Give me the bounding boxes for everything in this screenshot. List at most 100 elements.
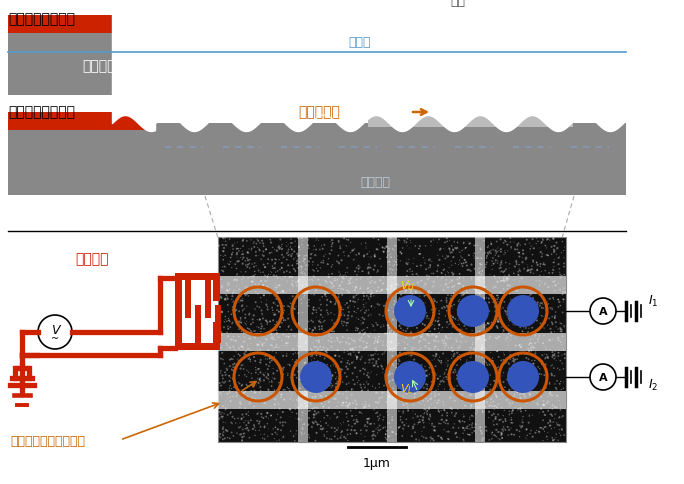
Text: ガリウムヒ素: ガリウムヒ素	[82, 60, 132, 74]
Point	[334, 338, 345, 346]
Point	[262, 420, 273, 428]
Point	[231, 392, 242, 400]
Point	[308, 414, 319, 422]
Point	[501, 376, 512, 383]
Point	[239, 417, 250, 424]
Point	[269, 386, 280, 394]
Point	[522, 317, 533, 324]
Point	[436, 407, 447, 414]
Point	[363, 260, 374, 268]
Point	[408, 414, 419, 422]
Point	[262, 365, 273, 373]
Point	[353, 296, 364, 303]
Point	[367, 277, 378, 285]
Point	[469, 369, 479, 377]
Point	[319, 291, 330, 299]
Point	[231, 249, 242, 257]
Point	[266, 269, 277, 276]
Point	[367, 320, 378, 328]
Point	[538, 259, 549, 267]
Point	[354, 343, 365, 350]
Point	[216, 308, 227, 316]
Point	[477, 434, 488, 442]
Point	[404, 268, 415, 275]
Point	[544, 269, 555, 277]
Point	[532, 335, 543, 343]
Point	[544, 410, 555, 418]
Point	[517, 250, 528, 257]
Point	[299, 252, 310, 259]
Point	[332, 276, 343, 284]
Point	[423, 288, 434, 296]
Point	[264, 355, 275, 363]
Point	[253, 379, 264, 387]
Point	[225, 382, 236, 390]
Point	[448, 386, 459, 393]
Point	[408, 423, 419, 430]
Point	[465, 391, 476, 399]
Point	[254, 316, 265, 323]
Point	[420, 406, 431, 413]
Point	[274, 362, 285, 370]
Point	[413, 419, 424, 426]
Point	[376, 337, 386, 345]
Point	[469, 347, 480, 354]
Point	[442, 409, 453, 417]
Point	[499, 249, 510, 257]
Point	[544, 404, 555, 411]
Point	[547, 303, 557, 311]
Point	[482, 383, 492, 391]
Point	[389, 297, 400, 305]
Point	[519, 350, 530, 358]
Point	[231, 383, 242, 391]
Point	[378, 424, 389, 431]
Point	[525, 245, 536, 253]
Point	[451, 362, 462, 369]
Point	[298, 293, 309, 301]
Point	[524, 390, 535, 398]
Point	[334, 272, 345, 280]
Point	[382, 247, 393, 255]
Point	[321, 345, 332, 352]
Point	[308, 242, 319, 250]
Point	[525, 364, 536, 372]
Point	[535, 357, 546, 364]
Point	[360, 343, 371, 351]
Point	[231, 298, 242, 306]
Point	[554, 422, 565, 429]
Point	[547, 305, 557, 313]
Point	[553, 325, 564, 333]
Point	[492, 363, 503, 371]
Point	[528, 302, 539, 309]
Point	[531, 234, 542, 242]
Point	[286, 326, 297, 333]
Point	[262, 432, 273, 440]
Point	[243, 417, 254, 425]
Point	[358, 303, 369, 311]
Point	[298, 421, 308, 428]
Point	[459, 296, 470, 303]
Point	[498, 378, 509, 386]
Point	[255, 359, 266, 366]
Point	[497, 323, 508, 331]
Point	[249, 403, 260, 410]
Point	[486, 324, 497, 332]
Point	[338, 272, 349, 280]
Point	[358, 292, 369, 300]
Point	[313, 361, 324, 369]
Point	[326, 309, 337, 317]
Point	[368, 435, 379, 443]
Circle shape	[38, 315, 72, 349]
Point	[388, 428, 399, 436]
Point	[220, 397, 231, 405]
Point	[428, 375, 439, 383]
Point	[493, 294, 504, 302]
Point	[406, 351, 417, 359]
Point	[382, 408, 393, 416]
Point	[479, 323, 490, 331]
Point	[278, 432, 289, 440]
Point	[277, 422, 288, 429]
Point	[506, 303, 517, 311]
Point	[551, 245, 562, 253]
Point	[380, 430, 391, 438]
